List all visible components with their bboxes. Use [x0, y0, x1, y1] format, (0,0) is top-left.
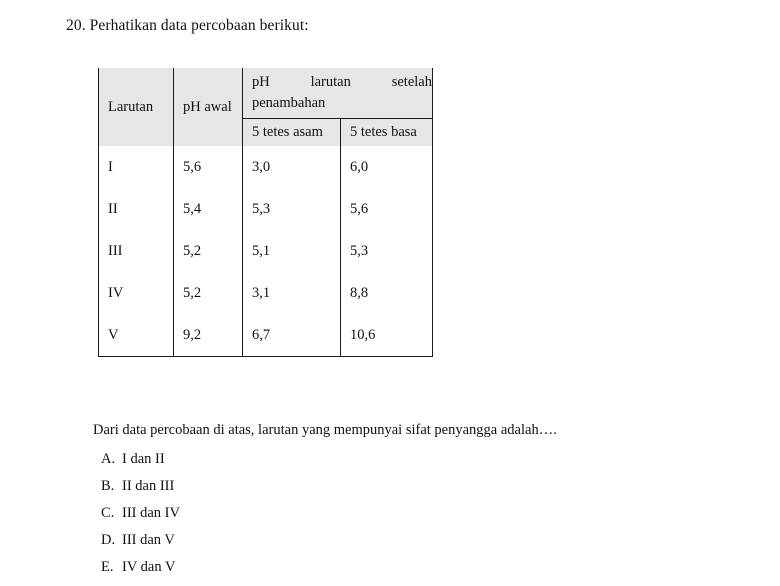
option-b[interactable]: B. II dan III [101, 478, 180, 505]
cell-ph-awal: 5,6 [173, 146, 243, 188]
table-row: I 5,6 3,0 6,0 [98, 146, 433, 188]
cell-tetes-basa: 10,6 [340, 314, 433, 357]
table-row: II 5,4 5,3 5,6 [98, 188, 433, 230]
option-d[interactable]: D. III dan V [101, 532, 180, 559]
data-table: Larutan pH awal pH larutan setelah penam… [98, 68, 433, 357]
table-row: III 5,2 5,1 5,3 [98, 230, 433, 272]
option-a-letter: A. [101, 451, 116, 467]
answer-options-list: A. I dan II B. II dan III C. III dan IV … [101, 451, 180, 586]
experiment-data-table: Larutan pH awal pH larutan setelah penam… [98, 68, 433, 357]
cell-ph-awal: 5,2 [173, 230, 243, 272]
cell-tetes-asam: 5,3 [242, 188, 341, 230]
cell-larutan: V [98, 314, 174, 357]
option-a-text: I dan II [122, 451, 165, 467]
question-prompt: Dari data percobaan di atas, larutan yan… [93, 422, 557, 438]
cell-larutan: III [98, 230, 174, 272]
option-c[interactable]: C. III dan IV [101, 505, 180, 532]
option-e-text: IV dan V [122, 559, 176, 575]
cell-tetes-asam: 3,0 [242, 146, 341, 188]
group-header-line-2: penambahan [252, 95, 326, 111]
column-header-larutan: Larutan [98, 68, 174, 146]
option-c-text: III dan IV [122, 505, 180, 521]
cell-tetes-asam: 6,7 [242, 314, 341, 357]
table-row: IV 5,2 3,1 8,8 [98, 272, 433, 314]
table-header-row-1: Larutan pH awal pH larutan setelah penam… [98, 68, 433, 146]
cell-tetes-basa: 6,0 [340, 146, 433, 188]
table-header-row-2: 5 tetes asam 5 tetes basa [99, 118, 433, 146]
group-header-line-1: pH larutan setelah [252, 74, 432, 90]
option-d-letter: D. [101, 532, 116, 548]
column-header-group-ph-after: pH larutan setelah penambahan [242, 68, 433, 119]
option-b-text: II dan III [122, 478, 175, 494]
table-header: Larutan pH awal pH larutan setelah penam… [98, 68, 433, 146]
cell-ph-awal: 5,2 [173, 272, 243, 314]
cell-tetes-basa: 5,6 [340, 188, 433, 230]
option-e[interactable]: E. IV dan V [101, 559, 180, 586]
cell-larutan: I [98, 146, 174, 188]
cell-tetes-asam: 5,1 [242, 230, 341, 272]
option-a[interactable]: A. I dan II [101, 451, 180, 478]
cell-larutan: II [98, 188, 174, 230]
option-e-letter: E. [101, 559, 114, 575]
question-heading: 20. Perhatikan data percobaan berikut: [66, 17, 309, 34]
table-body: I 5,6 3,0 6,0 II 5,4 5,3 5,6 III 5,2 5,1… [98, 146, 433, 357]
column-header-tetes-asam: 5 tetes asam [242, 118, 341, 146]
cell-tetes-asam: 3,1 [242, 272, 341, 314]
option-c-letter: C. [101, 505, 115, 521]
cell-larutan: IV [98, 272, 174, 314]
option-d-text: III dan V [122, 532, 175, 548]
column-header-tetes-basa: 5 tetes basa [340, 118, 433, 146]
cell-ph-awal: 5,4 [173, 188, 243, 230]
column-header-ph-awal: pH awal [173, 68, 243, 146]
cell-tetes-basa: 8,8 [340, 272, 433, 314]
table-row: V 9,2 6,7 10,6 [98, 314, 433, 357]
cell-ph-awal: 9,2 [173, 314, 243, 357]
cell-tetes-basa: 5,3 [340, 230, 433, 272]
option-b-letter: B. [101, 478, 115, 494]
